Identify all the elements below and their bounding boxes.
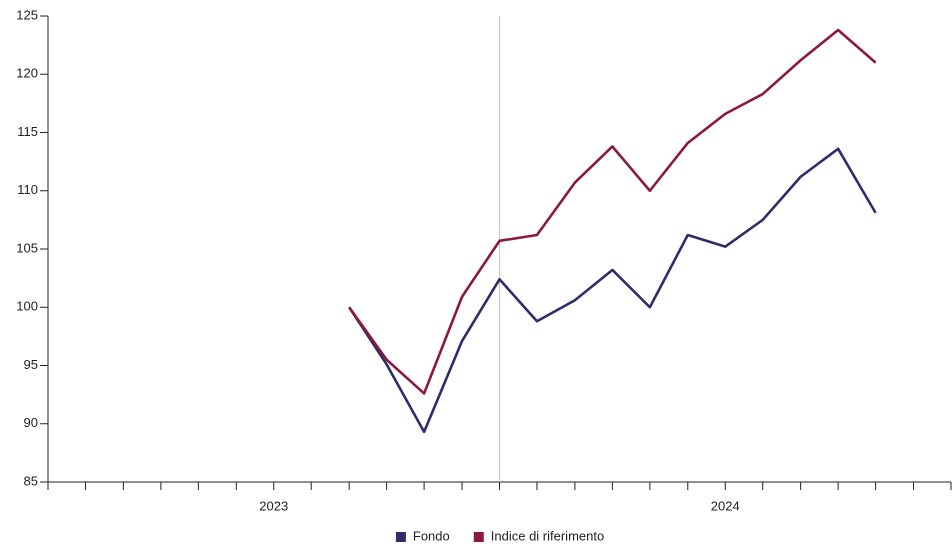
y-tick-label: 100 xyxy=(16,299,38,314)
y-tick-label: 110 xyxy=(17,182,38,197)
y-tick-label: 115 xyxy=(17,124,38,139)
y-tick-label: 120 xyxy=(16,66,38,81)
series-line xyxy=(348,28,877,395)
legend-swatch xyxy=(473,532,484,542)
y-tick-label: 90 xyxy=(24,415,38,430)
x-tick-label: 2023 xyxy=(259,498,288,513)
y-tick-label: 105 xyxy=(16,240,38,255)
y-tick-label: 125 xyxy=(16,7,38,22)
series-line xyxy=(348,147,877,434)
legend-label: Fondo xyxy=(413,528,450,543)
x-tick-label: 2024 xyxy=(711,498,740,513)
y-tick-label: 85 xyxy=(24,473,38,488)
legend-label: Indice di riferimento xyxy=(491,528,604,543)
y-tick-label: 95 xyxy=(24,357,38,372)
legend-swatch xyxy=(395,532,406,542)
